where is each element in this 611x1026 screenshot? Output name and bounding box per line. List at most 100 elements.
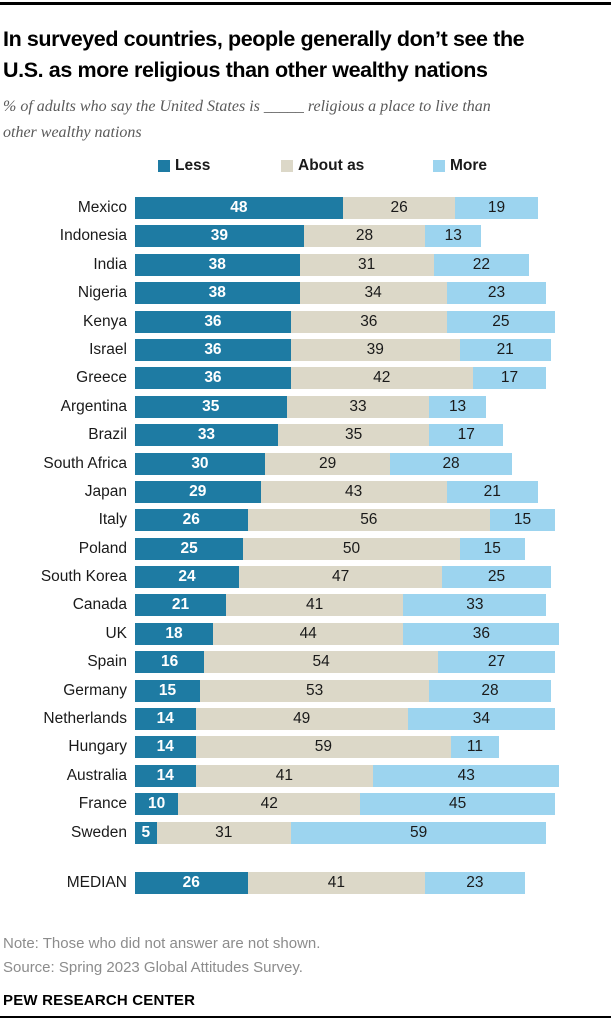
bar-segment-more: 59 <box>290 821 547 844</box>
segment-value: 42 <box>373 369 391 387</box>
bar-segment-about-as: 36 <box>290 310 447 333</box>
segment-value: 36 <box>204 312 222 330</box>
bar-segment-more: 17 <box>472 367 547 390</box>
segment-value: 14 <box>156 738 174 756</box>
row-label: Italy <box>98 511 127 529</box>
bar-track: 15 53 28 <box>135 679 568 702</box>
segment-value: 29 <box>189 482 207 500</box>
bar-track: 38 34 23 <box>135 282 568 305</box>
legend-item-more: More <box>433 157 487 175</box>
chart-row: Indonesia 39 28 13 <box>3 225 608 248</box>
segment-value: 41 <box>327 873 345 891</box>
legend-label: About as <box>298 157 365 174</box>
segment-value: 35 <box>345 426 363 444</box>
bar-segment-about-as: 34 <box>299 282 447 305</box>
bar-track: 5 31 59 <box>135 821 568 844</box>
bar-segment-less: 30 <box>135 452 265 475</box>
segment-value: 13 <box>444 227 462 245</box>
segment-value: 17 <box>500 369 519 387</box>
segment-value: 23 <box>487 284 506 302</box>
chart-row: Mexico 48 26 19 <box>3 197 608 219</box>
segment-value: 17 <box>457 426 475 444</box>
bar-segment-more: 22 <box>433 253 529 276</box>
segment-value: 39 <box>210 227 229 245</box>
footer: Note: Those who did not answer are not s… <box>3 932 608 1009</box>
chart-row: Nigeria 38 34 23 <box>3 282 608 305</box>
segment-value: 38 <box>208 284 226 302</box>
bar-segment-about-as: 44 <box>212 622 404 645</box>
segment-value: 14 <box>156 766 174 784</box>
bar-segment-less: 15 <box>135 679 200 702</box>
chart-row: Netherlands 14 49 34 <box>3 708 608 731</box>
bar-track: 35 33 13 <box>135 395 568 418</box>
segment-value: 45 <box>448 795 467 813</box>
row-label: Indonesia <box>59 227 127 245</box>
segment-value: 36 <box>204 340 222 358</box>
bar-segment-more: 25 <box>442 566 551 589</box>
bar-segment-more: 28 <box>390 452 512 475</box>
segment-value: 22 <box>472 255 490 273</box>
bar-track: 25 50 15 <box>135 537 568 560</box>
bar-track: 26 41 23 <box>135 871 568 894</box>
segment-value: 26 <box>390 199 408 216</box>
segment-value: 15 <box>483 539 501 557</box>
chart-row: France 10 42 45 <box>3 793 608 816</box>
page-title-line1: In surveyed countries, people generally … <box>3 27 525 51</box>
legend-label: More <box>450 157 488 174</box>
bar-track: 48 26 19 <box>135 197 568 219</box>
bar-segment-less: 48 <box>135 197 343 219</box>
bar-track: 38 31 22 <box>135 253 568 276</box>
segment-value: 36 <box>472 624 491 642</box>
bar-track: 33 35 17 <box>135 424 568 447</box>
row-label: Nigeria <box>77 284 127 302</box>
bar-segment-less: 39 <box>135 225 304 248</box>
bar-track: 18 44 36 <box>135 622 568 645</box>
bar-segment-about-as: 54 <box>204 651 439 674</box>
bar-segment-more: 15 <box>459 537 525 560</box>
segment-value: 25 <box>180 539 198 557</box>
bar-segment-about-as: 33 <box>286 395 430 418</box>
bar-segment-more: 27 <box>438 651 555 674</box>
row-label: Sweden <box>70 823 127 841</box>
brand: PEW RESEARCH CENTER <box>3 991 196 1009</box>
segment-value: 19 <box>487 199 506 216</box>
segment-value: 43 <box>345 482 363 500</box>
bar-segment-less: 14 <box>135 708 196 731</box>
segment-value: 27 <box>487 653 506 671</box>
legend-item-about-as: About as <box>281 157 364 175</box>
segment-value: 36 <box>360 312 378 330</box>
bar-segment-more: 13 <box>425 225 482 248</box>
bar-track: 24 47 25 <box>135 566 568 589</box>
bottom-rule <box>0 1016 611 1018</box>
segment-value: 53 <box>306 681 324 699</box>
bar-track: 26 56 15 <box>135 509 568 532</box>
bar-segment-less: 26 <box>135 871 248 894</box>
row-label: Israel <box>89 340 127 358</box>
row-label: Germany <box>63 681 127 699</box>
segment-value: 36 <box>204 369 222 387</box>
bar-segment-more: 17 <box>429 424 504 447</box>
row-label: South Korea <box>40 568 127 586</box>
chart-row: Poland 25 50 15 <box>3 537 608 560</box>
segment-value: 33 <box>349 397 367 415</box>
bar-segment-about-as: 53 <box>199 679 430 702</box>
chart-row: South Africa 30 29 28 <box>3 452 608 475</box>
segment-value: 29 <box>319 454 337 472</box>
segment-value: 25 <box>492 312 510 330</box>
bar-segment-less: 10 <box>135 793 179 816</box>
chart-row: Germany 15 53 28 <box>3 679 608 702</box>
row-label: Kenya <box>83 312 127 330</box>
bar-segment-about-as: 41 <box>195 764 374 787</box>
bar-segment-about-as: 41 <box>247 871 426 894</box>
bar-segment-about-as: 47 <box>238 566 443 589</box>
bar-track: 29 43 21 <box>135 480 568 503</box>
bar-segment-about-as: 41 <box>225 594 404 617</box>
segment-value: 28 <box>481 681 499 699</box>
bar-track: 21 41 33 <box>135 594 568 617</box>
bar-track: 39 28 13 <box>135 225 568 248</box>
bar-segment-about-as: 28 <box>303 225 426 248</box>
bar-segment-more: 34 <box>407 708 555 731</box>
bar-track: 14 59 11 <box>135 736 568 759</box>
bar-segment-less: 21 <box>135 594 226 617</box>
segment-value: 41 <box>275 766 293 784</box>
